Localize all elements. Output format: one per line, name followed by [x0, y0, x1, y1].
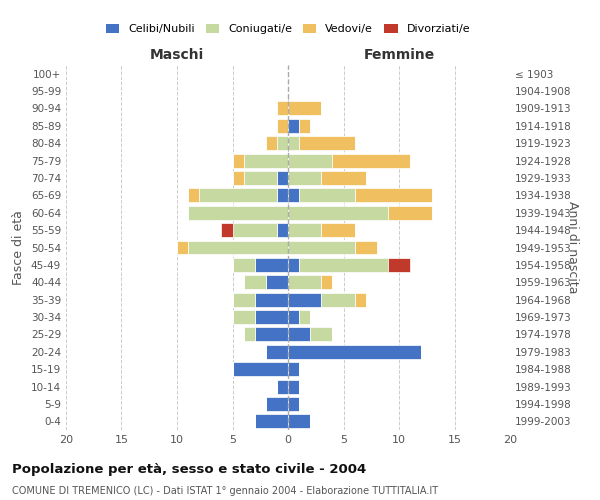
Bar: [288, 397, 299, 411]
Bar: [254, 292, 288, 306]
Bar: [388, 206, 432, 220]
Text: COMUNE DI TREMENICO (LC) - Dati ISTAT 1° gennaio 2004 - Elaborazione TUTTITALIA.: COMUNE DI TREMENICO (LC) - Dati ISTAT 1°…: [12, 486, 438, 496]
Bar: [277, 136, 288, 150]
Bar: [277, 188, 288, 202]
Bar: [244, 171, 277, 185]
Bar: [288, 362, 299, 376]
Bar: [221, 223, 233, 237]
Bar: [277, 380, 288, 394]
Bar: [299, 310, 310, 324]
Bar: [277, 223, 288, 237]
Bar: [288, 206, 388, 220]
Bar: [254, 310, 288, 324]
Bar: [277, 102, 288, 116]
Bar: [288, 276, 322, 289]
Bar: [299, 119, 310, 133]
Bar: [322, 223, 355, 237]
Bar: [288, 258, 299, 272]
Bar: [288, 328, 310, 342]
Bar: [266, 136, 277, 150]
Bar: [288, 136, 299, 150]
Text: Popolazione per età, sesso e stato civile - 2004: Popolazione per età, sesso e stato civil…: [12, 462, 366, 475]
Bar: [288, 223, 322, 237]
Bar: [199, 188, 277, 202]
Bar: [233, 292, 254, 306]
Bar: [355, 240, 377, 254]
Y-axis label: Fasce di età: Fasce di età: [13, 210, 25, 285]
Bar: [332, 154, 410, 168]
Bar: [288, 345, 421, 358]
Bar: [322, 276, 332, 289]
Bar: [355, 292, 366, 306]
Bar: [299, 258, 388, 272]
Bar: [277, 119, 288, 133]
Bar: [288, 292, 322, 306]
Bar: [288, 102, 322, 116]
Bar: [322, 171, 366, 185]
Bar: [288, 310, 299, 324]
Bar: [299, 188, 355, 202]
Bar: [288, 171, 322, 185]
Bar: [233, 154, 244, 168]
Bar: [233, 171, 244, 185]
Bar: [288, 188, 299, 202]
Bar: [233, 310, 254, 324]
Bar: [244, 154, 288, 168]
Bar: [266, 345, 288, 358]
Bar: [266, 276, 288, 289]
Bar: [288, 240, 355, 254]
Bar: [322, 292, 355, 306]
Bar: [355, 188, 433, 202]
Bar: [388, 258, 410, 272]
Bar: [254, 258, 288, 272]
Bar: [188, 240, 288, 254]
Bar: [277, 171, 288, 185]
Bar: [288, 154, 332, 168]
Text: Maschi: Maschi: [150, 48, 204, 62]
Bar: [244, 328, 254, 342]
Bar: [254, 414, 288, 428]
Bar: [288, 119, 299, 133]
Bar: [177, 240, 188, 254]
Bar: [233, 258, 254, 272]
Bar: [188, 188, 199, 202]
Bar: [310, 328, 332, 342]
Bar: [299, 136, 355, 150]
Y-axis label: Anni di nascita: Anni di nascita: [566, 201, 578, 294]
Text: Femmine: Femmine: [364, 48, 434, 62]
Bar: [232, 223, 277, 237]
Bar: [188, 206, 288, 220]
Bar: [266, 397, 288, 411]
Bar: [288, 380, 299, 394]
Bar: [244, 276, 266, 289]
Bar: [288, 414, 310, 428]
Legend: Celibi/Nubili, Coniugati/e, Vedovi/e, Divorziati/e: Celibi/Nubili, Coniugati/e, Vedovi/e, Di…: [101, 20, 475, 39]
Bar: [233, 362, 288, 376]
Bar: [254, 328, 288, 342]
